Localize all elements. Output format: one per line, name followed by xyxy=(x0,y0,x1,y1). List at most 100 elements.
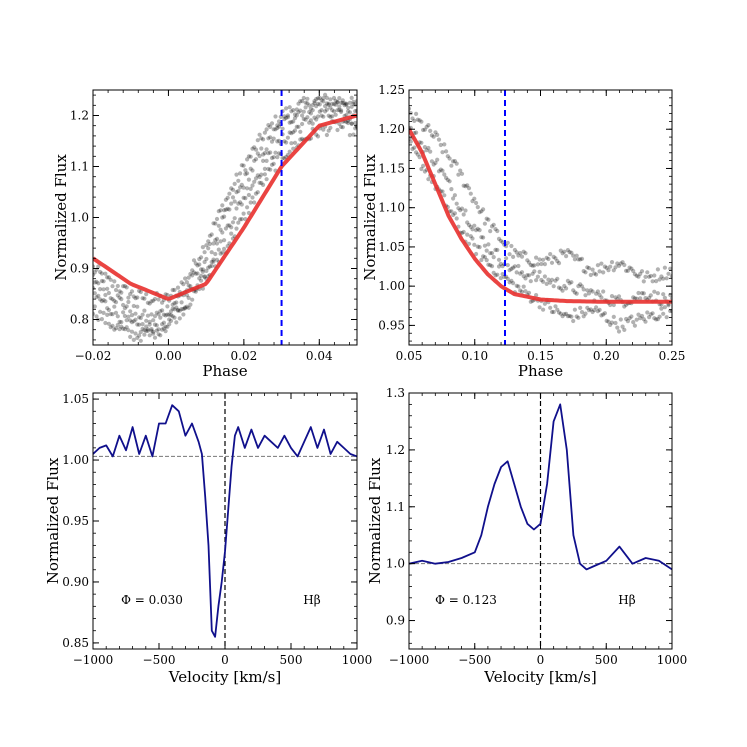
scatter-point xyxy=(289,120,294,125)
scatter-point xyxy=(594,305,599,310)
scatter-point xyxy=(207,233,212,238)
scatter-point xyxy=(117,319,122,324)
scatter-point xyxy=(174,300,179,305)
scatter-point xyxy=(248,154,253,159)
scatter-point xyxy=(291,130,296,135)
scatter-point xyxy=(154,310,159,315)
scatter-point xyxy=(335,127,340,133)
scatter-point xyxy=(493,273,498,278)
scatter-point xyxy=(121,310,126,315)
scatter-point xyxy=(282,156,287,161)
scatter-point xyxy=(285,113,290,118)
scatter-point xyxy=(252,158,257,163)
model-curve xyxy=(93,113,357,301)
scatter-point xyxy=(175,308,181,313)
scatter-point xyxy=(197,276,202,281)
scatter-point xyxy=(595,309,601,314)
scatter-point xyxy=(140,322,145,327)
scatter-point xyxy=(163,324,168,329)
scatter-point xyxy=(611,302,616,308)
scatter-point xyxy=(236,201,241,206)
scatter-point xyxy=(592,308,597,313)
scatter-point xyxy=(551,254,556,259)
scatter-point xyxy=(436,169,442,174)
scatter-point xyxy=(117,289,122,294)
scatter-point xyxy=(199,255,204,260)
scatter-point xyxy=(510,265,516,270)
scatter-point xyxy=(294,124,299,129)
scatter-point xyxy=(652,273,657,278)
scatter-point xyxy=(650,311,655,316)
scatter-point xyxy=(200,245,205,250)
scatter-point xyxy=(565,314,571,319)
scatter-point xyxy=(105,306,110,311)
scatter-point xyxy=(479,209,484,214)
scatter-point xyxy=(634,273,639,278)
scatter-point xyxy=(349,95,354,100)
scatter-point xyxy=(466,186,472,191)
scatter-point xyxy=(477,245,482,250)
y-tick-label: 0.85 xyxy=(62,636,89,650)
scatter-point xyxy=(638,271,643,276)
scatter-point xyxy=(627,316,632,321)
scatter-point xyxy=(521,274,526,279)
scatter-point xyxy=(133,331,138,336)
scatter-point xyxy=(412,118,417,123)
x-tick-label: −500 xyxy=(143,653,176,667)
scatter-point xyxy=(435,132,440,137)
y-tick-label: 1.0 xyxy=(386,557,405,571)
scatter-point xyxy=(172,301,177,306)
scatter-point xyxy=(500,264,505,269)
scatter-point xyxy=(556,285,562,290)
scatter-point xyxy=(468,191,473,196)
scatter-point xyxy=(323,109,328,114)
scatter-point xyxy=(154,328,159,333)
scatter-point xyxy=(509,243,514,249)
scatter-point xyxy=(482,255,487,260)
scatter-point xyxy=(138,329,143,335)
scatter-point xyxy=(276,138,282,143)
scatter-point xyxy=(131,303,136,309)
scatter-point xyxy=(526,273,532,278)
scatter-point xyxy=(303,105,308,110)
scatter-point xyxy=(149,299,154,304)
scatter-point xyxy=(525,273,530,278)
scatter-point xyxy=(110,297,115,302)
scatter-point xyxy=(611,268,616,273)
scatter-point xyxy=(521,284,526,289)
scatter-point xyxy=(204,256,209,262)
scatter-point xyxy=(152,335,158,340)
scatter-point xyxy=(292,116,298,121)
scatter-point xyxy=(253,157,259,162)
scatter-point xyxy=(414,130,419,135)
scatter-point xyxy=(308,118,313,123)
scatter-point xyxy=(298,137,303,142)
scatter-point xyxy=(310,121,315,126)
scatter-point xyxy=(662,295,668,300)
scatter-point xyxy=(170,302,175,307)
scatter-point xyxy=(209,250,214,255)
scatter-point xyxy=(108,325,113,330)
scatter-point xyxy=(624,316,629,322)
scatter-point xyxy=(307,109,312,115)
scatter-point xyxy=(668,266,672,271)
scatter-point xyxy=(335,108,340,113)
scatter-point xyxy=(160,322,165,327)
scatter-point xyxy=(585,265,590,270)
scatter-point xyxy=(236,220,241,225)
scatter-point xyxy=(264,127,269,132)
scatter-point xyxy=(284,115,289,120)
scatter-point xyxy=(138,289,143,295)
scatter-point xyxy=(661,292,666,297)
scatter-point xyxy=(147,319,152,324)
y-axis-label: Normalized Flux xyxy=(44,457,62,584)
scatter-point xyxy=(514,270,519,275)
scatter-point xyxy=(209,259,214,265)
scatter-point xyxy=(287,120,292,125)
scatter-point xyxy=(122,284,127,289)
scatter-point xyxy=(246,154,251,159)
scatter-point xyxy=(234,190,239,195)
scatter-point xyxy=(595,289,601,294)
scatter-point xyxy=(571,253,576,258)
scatter-point xyxy=(298,129,303,134)
